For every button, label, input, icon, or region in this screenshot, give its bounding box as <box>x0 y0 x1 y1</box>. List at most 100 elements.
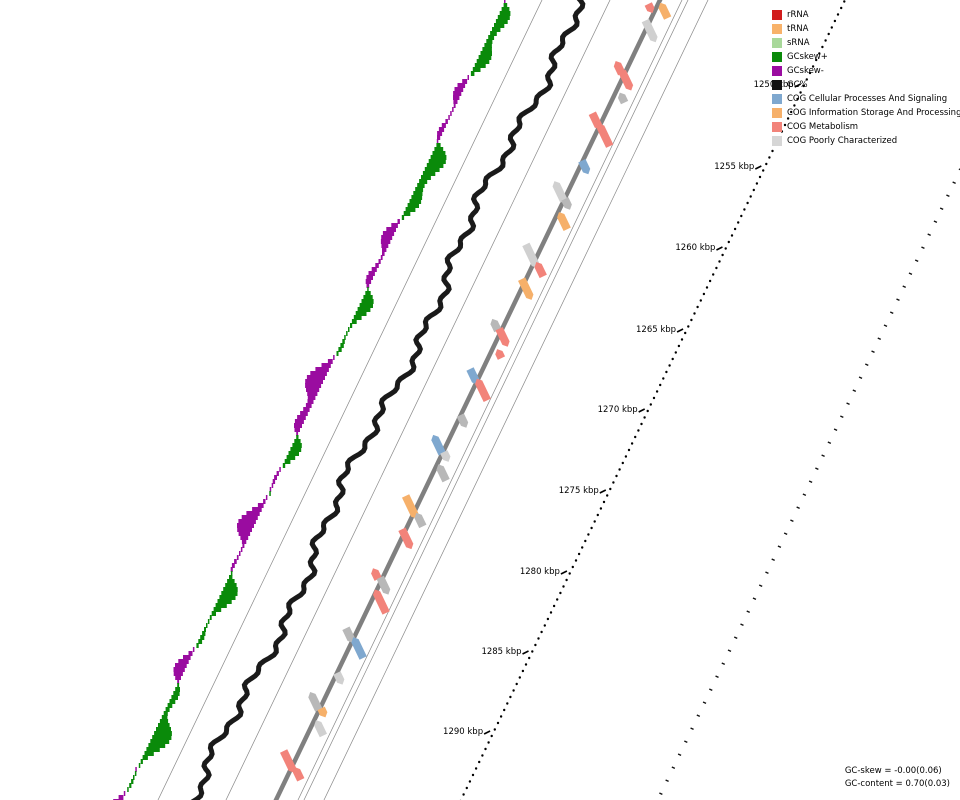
gc-skew-positive-bar <box>198 639 203 644</box>
gc-skew-negative-bar <box>307 399 314 404</box>
gc-skew-negative-bar <box>448 115 450 120</box>
scale-dot <box>462 793 465 796</box>
gc-skew-positive-bar <box>348 327 350 332</box>
gc-skew-positive-bar <box>146 747 160 752</box>
gc-skew-negative-bar <box>123 791 126 796</box>
gc-skew-negative-bar <box>234 559 237 564</box>
gene-arrow <box>440 450 451 462</box>
gc-skew-negative-bar <box>381 243 389 248</box>
gc-skew-positive-bar <box>217 599 232 604</box>
tick-label: 1290 kbp <box>443 727 483 737</box>
legend-label: GCskew+ <box>787 52 828 62</box>
scale-dot <box>493 728 496 731</box>
scale-dot <box>771 149 774 153</box>
gc-skew-positive-bar <box>474 63 486 68</box>
legend-item-trna: tRNA <box>772 22 960 36</box>
gene-arrow <box>641 18 658 43</box>
gc-skew-positive-bar <box>497 15 510 20</box>
scale-dot <box>724 247 727 250</box>
gc-skew-negative-bar <box>307 391 318 396</box>
gc-skew-negative-bar <box>380 255 383 260</box>
gc-skew-negative-bar <box>269 487 272 492</box>
gc-skew-positive-bar <box>434 147 444 152</box>
scale-dot <box>481 754 484 757</box>
gc-skew-negative-bar <box>279 467 281 472</box>
gene-arrow <box>280 749 296 773</box>
track-guide-line <box>157 0 543 800</box>
gc-skew-negative-bar <box>177 679 180 684</box>
legend-swatch <box>772 66 782 76</box>
legend-item-gc-percent: GC% <box>772 78 960 92</box>
scale-dot <box>634 435 637 439</box>
scale-dot <box>737 221 740 224</box>
gene-arrow <box>398 527 414 550</box>
scale-dot <box>509 695 512 699</box>
gc-skew-negative-bar <box>175 675 181 680</box>
gc-content-line <box>190 0 586 800</box>
gene-arrow <box>534 261 547 279</box>
gc-skew-positive-bar <box>286 455 296 460</box>
gc-skew-positive-bar <box>351 319 357 324</box>
gene-arrow-shape <box>495 326 510 347</box>
gc-skew-negative-bar <box>382 251 385 256</box>
gc-skew-positive-bar <box>215 603 227 608</box>
scale-dot <box>559 591 562 595</box>
gc-skew-negative-bar <box>257 503 264 508</box>
backbone-line <box>273 0 663 800</box>
gc-skew-positive-bar <box>158 723 170 728</box>
gc-skew-positive-bar <box>422 171 436 176</box>
scale-dot <box>815 58 818 62</box>
gc-skew-positive-bar <box>482 47 492 52</box>
scale-dot <box>474 767 478 770</box>
gc-skew-negative-bar <box>173 667 185 672</box>
outer-tick <box>939 207 944 211</box>
track-guide-line <box>297 0 683 800</box>
scale-dot <box>528 656 531 660</box>
gc-skew-negative-bar <box>453 95 460 100</box>
scale-dot <box>693 312 696 315</box>
legend-item-cog-information: COG Information Storage And Processing <box>772 106 960 120</box>
gene-arrow-shape <box>308 691 323 712</box>
gc-skew-negative-bar <box>333 355 335 360</box>
gc-skew-positive-bar <box>204 627 206 632</box>
gc-skew-negative-bar <box>175 663 187 668</box>
scale-dot <box>609 487 612 491</box>
gc-skew-negative-bar <box>265 495 268 500</box>
gc-skew-positive-bar <box>221 591 238 596</box>
gc-skew-negative-bar <box>307 395 316 400</box>
scale-dot <box>715 266 718 270</box>
gc-skew-positive-bar <box>171 695 178 700</box>
major-tick <box>560 570 568 575</box>
gene-arrow <box>522 242 539 268</box>
scale-dot <box>518 676 521 679</box>
gc-skew-positive-bar <box>430 155 447 160</box>
gc-skew-positive-bar <box>288 451 299 456</box>
gene-arrow <box>561 197 572 210</box>
gc-skew-positive-bar <box>269 491 271 496</box>
scale-dot <box>478 760 481 764</box>
gc-skew-positive-bar <box>159 719 169 724</box>
gc-skew-positive-bar <box>154 731 172 736</box>
scale-dot <box>515 682 518 686</box>
gc-skew-negative-bar <box>274 475 277 480</box>
scale-dot <box>671 357 674 361</box>
gc-skew-positive-bar <box>421 175 431 180</box>
scale-dot <box>465 786 468 790</box>
outer-tick <box>952 181 956 185</box>
scale-dot <box>468 780 472 783</box>
outer-tick <box>889 311 894 315</box>
scale-dot <box>543 624 546 627</box>
gene-arrow-shape <box>618 69 634 91</box>
scale-dot <box>490 734 493 738</box>
scale-dot <box>637 429 640 432</box>
legend-label: rRNA <box>787 10 809 20</box>
gene-arrow-shape <box>534 261 547 279</box>
gene-arrow <box>552 181 568 203</box>
gc-skew-positive-bar <box>196 643 199 648</box>
gc-skew-positive-bar <box>296 435 299 440</box>
scale-dot <box>549 611 553 614</box>
scale-dot <box>690 318 693 322</box>
outer-tick <box>914 259 919 263</box>
outer-tick <box>746 610 751 614</box>
outer-tick <box>802 493 807 497</box>
